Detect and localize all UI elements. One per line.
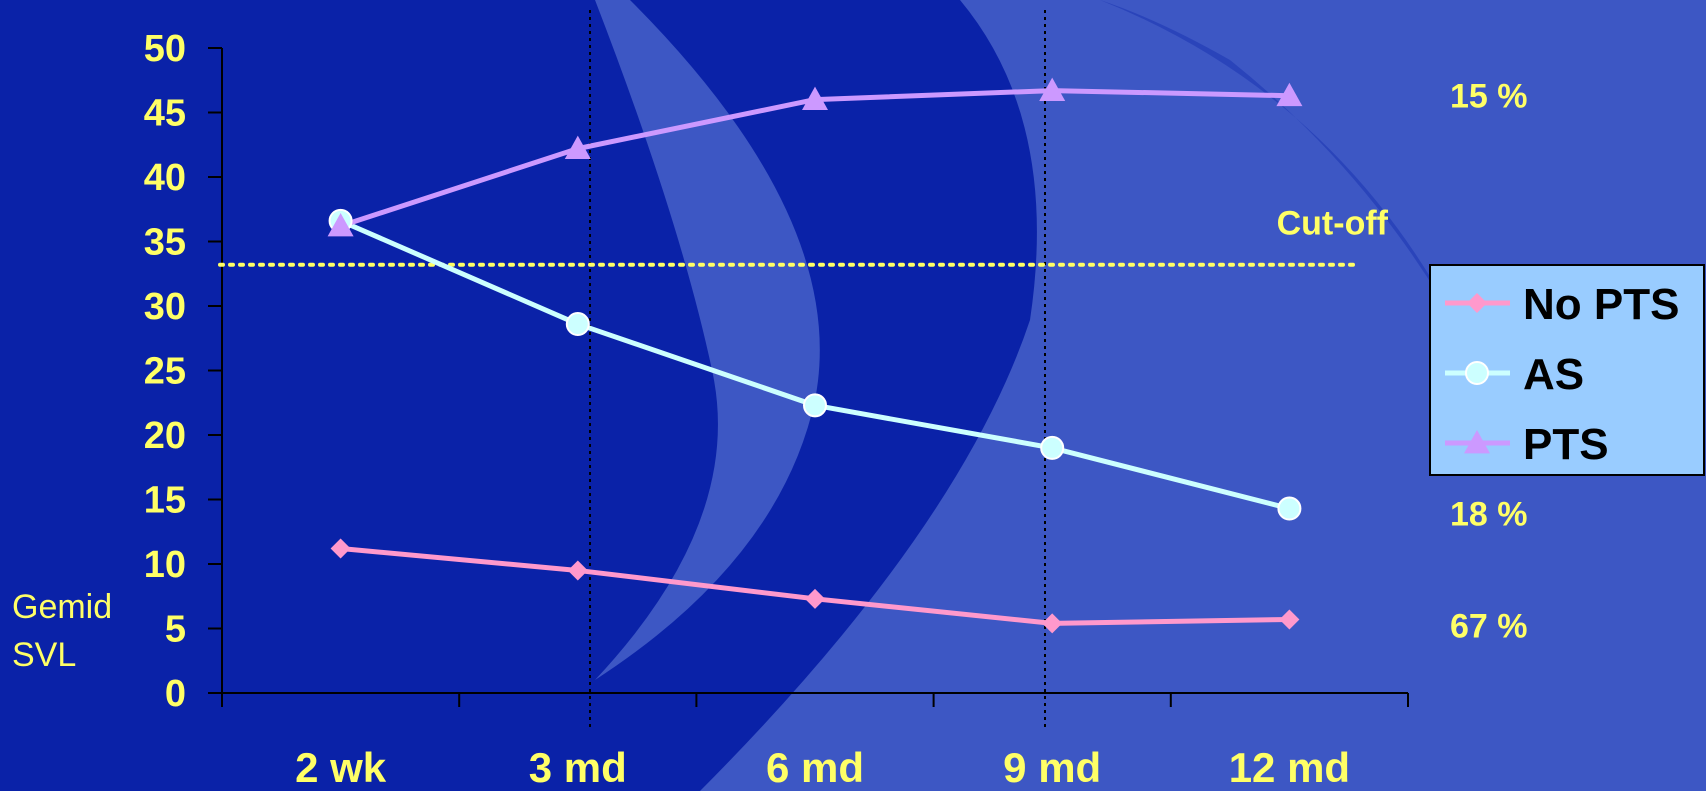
y-tick-label: 50 bbox=[144, 28, 186, 70]
data-point-no-pts bbox=[1279, 609, 1300, 630]
x-tick-label: 3 md bbox=[529, 744, 627, 791]
data-point-no-pts bbox=[567, 560, 588, 581]
x-tick-label: 12 md bbox=[1229, 744, 1350, 791]
data-point-as bbox=[1277, 496, 1302, 521]
y-tick-label: 20 bbox=[144, 415, 186, 457]
y-tick-label: 40 bbox=[144, 157, 186, 199]
y-tick-label: 5 bbox=[165, 609, 186, 651]
y-tick-label: 25 bbox=[144, 351, 186, 393]
legend-swatch-marker bbox=[1464, 430, 1490, 454]
y-tick-label: 15 bbox=[144, 480, 186, 522]
percentage-annotation: 18 % bbox=[1450, 496, 1528, 534]
legend-swatch-marker bbox=[1467, 293, 1487, 313]
legend-swatch-marker bbox=[1465, 361, 1489, 385]
data-point-as bbox=[565, 312, 590, 337]
y-tick-label: 10 bbox=[144, 544, 186, 586]
y-axis-label: SVL bbox=[12, 636, 76, 674]
data-point-as bbox=[803, 393, 827, 418]
data-point-pts bbox=[802, 86, 828, 110]
background-arc-left bbox=[595, 0, 820, 680]
legend-label: No PTS bbox=[1523, 280, 1679, 329]
data-point-pts bbox=[1039, 77, 1066, 101]
y-axis-label: Gemid bbox=[12, 588, 112, 626]
data-point-pts bbox=[327, 213, 354, 237]
background-arc-right bbox=[700, 0, 1706, 791]
y-tick-label: 30 bbox=[144, 286, 186, 328]
y-tick-label: 0 bbox=[165, 673, 186, 715]
data-point-no-pts bbox=[1042, 613, 1063, 634]
data-point-pts bbox=[1276, 82, 1303, 107]
legend-label: PTS bbox=[1523, 420, 1609, 469]
background-arcs bbox=[595, 0, 1706, 791]
percentage-annotation: 67 % bbox=[1450, 607, 1528, 645]
x-tick-label: 9 md bbox=[1003, 744, 1101, 791]
y-tick-label: 45 bbox=[144, 93, 186, 135]
data-point-pts bbox=[564, 135, 591, 160]
x-tick-label: 6 md bbox=[766, 744, 864, 791]
x-tick-label: 2 wk bbox=[295, 744, 387, 791]
percentage-annotation: 15 % bbox=[1450, 78, 1528, 116]
legend-label: AS bbox=[1523, 350, 1584, 399]
y-tick-label: 35 bbox=[144, 222, 186, 264]
data-point-no-pts bbox=[805, 588, 825, 609]
cut-off-label: Cut-off bbox=[1277, 205, 1389, 243]
data-point-as bbox=[1040, 435, 1065, 460]
data-point-no-pts bbox=[330, 538, 351, 559]
